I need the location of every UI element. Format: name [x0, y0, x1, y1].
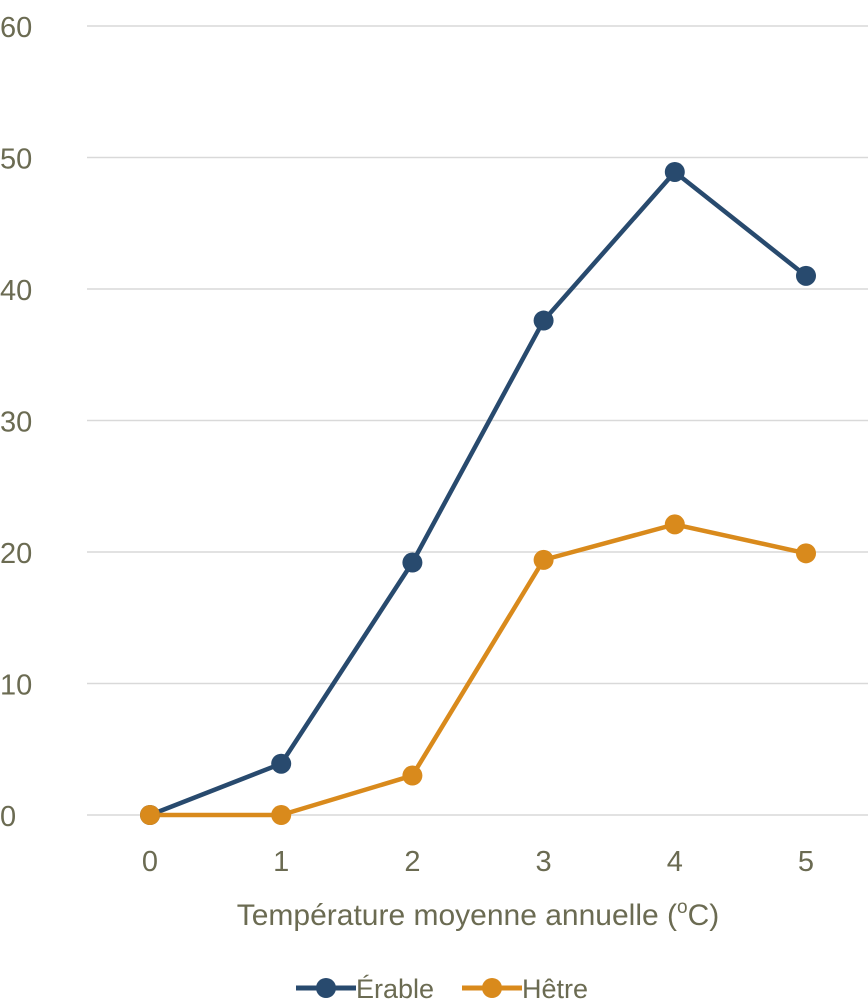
y-tick-label: 20	[0, 538, 32, 570]
x-tick-label: 5	[798, 846, 814, 878]
legend-label-hetre: Hêtre	[522, 974, 588, 1004]
y-tick-label: 10	[0, 670, 32, 702]
x-axis-ticks: 0 1 2 3 4 5	[142, 846, 814, 878]
x-axis-title: Température moyenne annuelle (oC)	[237, 897, 720, 932]
data-point-s0-1	[271, 753, 292, 774]
legend-item-hetre: Hêtre	[462, 974, 588, 1004]
x-tick-label: 1	[273, 846, 289, 878]
data-point-s1-0	[140, 805, 160, 825]
legend-item-erable: Érable	[296, 974, 434, 1004]
data-point-s0-5	[796, 265, 816, 286]
data-point-s0-2	[402, 552, 423, 573]
y-tick-label: 40	[0, 275, 32, 307]
x-tick-label: 2	[404, 846, 420, 878]
x-tick-label: 4	[667, 846, 683, 878]
data-point-s1-1	[271, 805, 292, 825]
data-point-s0-4	[664, 161, 685, 182]
legend-marker-hetre	[482, 978, 502, 998]
data-point-s1-3	[533, 549, 554, 570]
data-point-s0-3	[533, 310, 554, 331]
data-point-s1-4	[664, 514, 685, 535]
series-line-1	[147, 522, 809, 818]
x-tick-label: 3	[536, 846, 552, 878]
legend-label-erable: Érable	[356, 974, 434, 1004]
y-tick-label: 50	[0, 144, 32, 176]
legend-marker-erable	[316, 978, 336, 998]
legend: Érable Hêtre	[296, 974, 588, 1004]
series-layer	[140, 161, 816, 825]
x-tick-label: 0	[142, 846, 158, 878]
data-point-s1-5	[796, 543, 816, 564]
y-tick-label: 30	[0, 407, 32, 439]
series-line-0	[147, 169, 809, 818]
gridlines	[87, 25, 868, 816]
data-point-s1-2	[402, 765, 423, 786]
y-tick-label: 0	[0, 801, 16, 833]
y-axis-ticks: 0 10 20 30 40 50 60	[0, 12, 32, 833]
y-tick-label: 60	[0, 12, 32, 44]
